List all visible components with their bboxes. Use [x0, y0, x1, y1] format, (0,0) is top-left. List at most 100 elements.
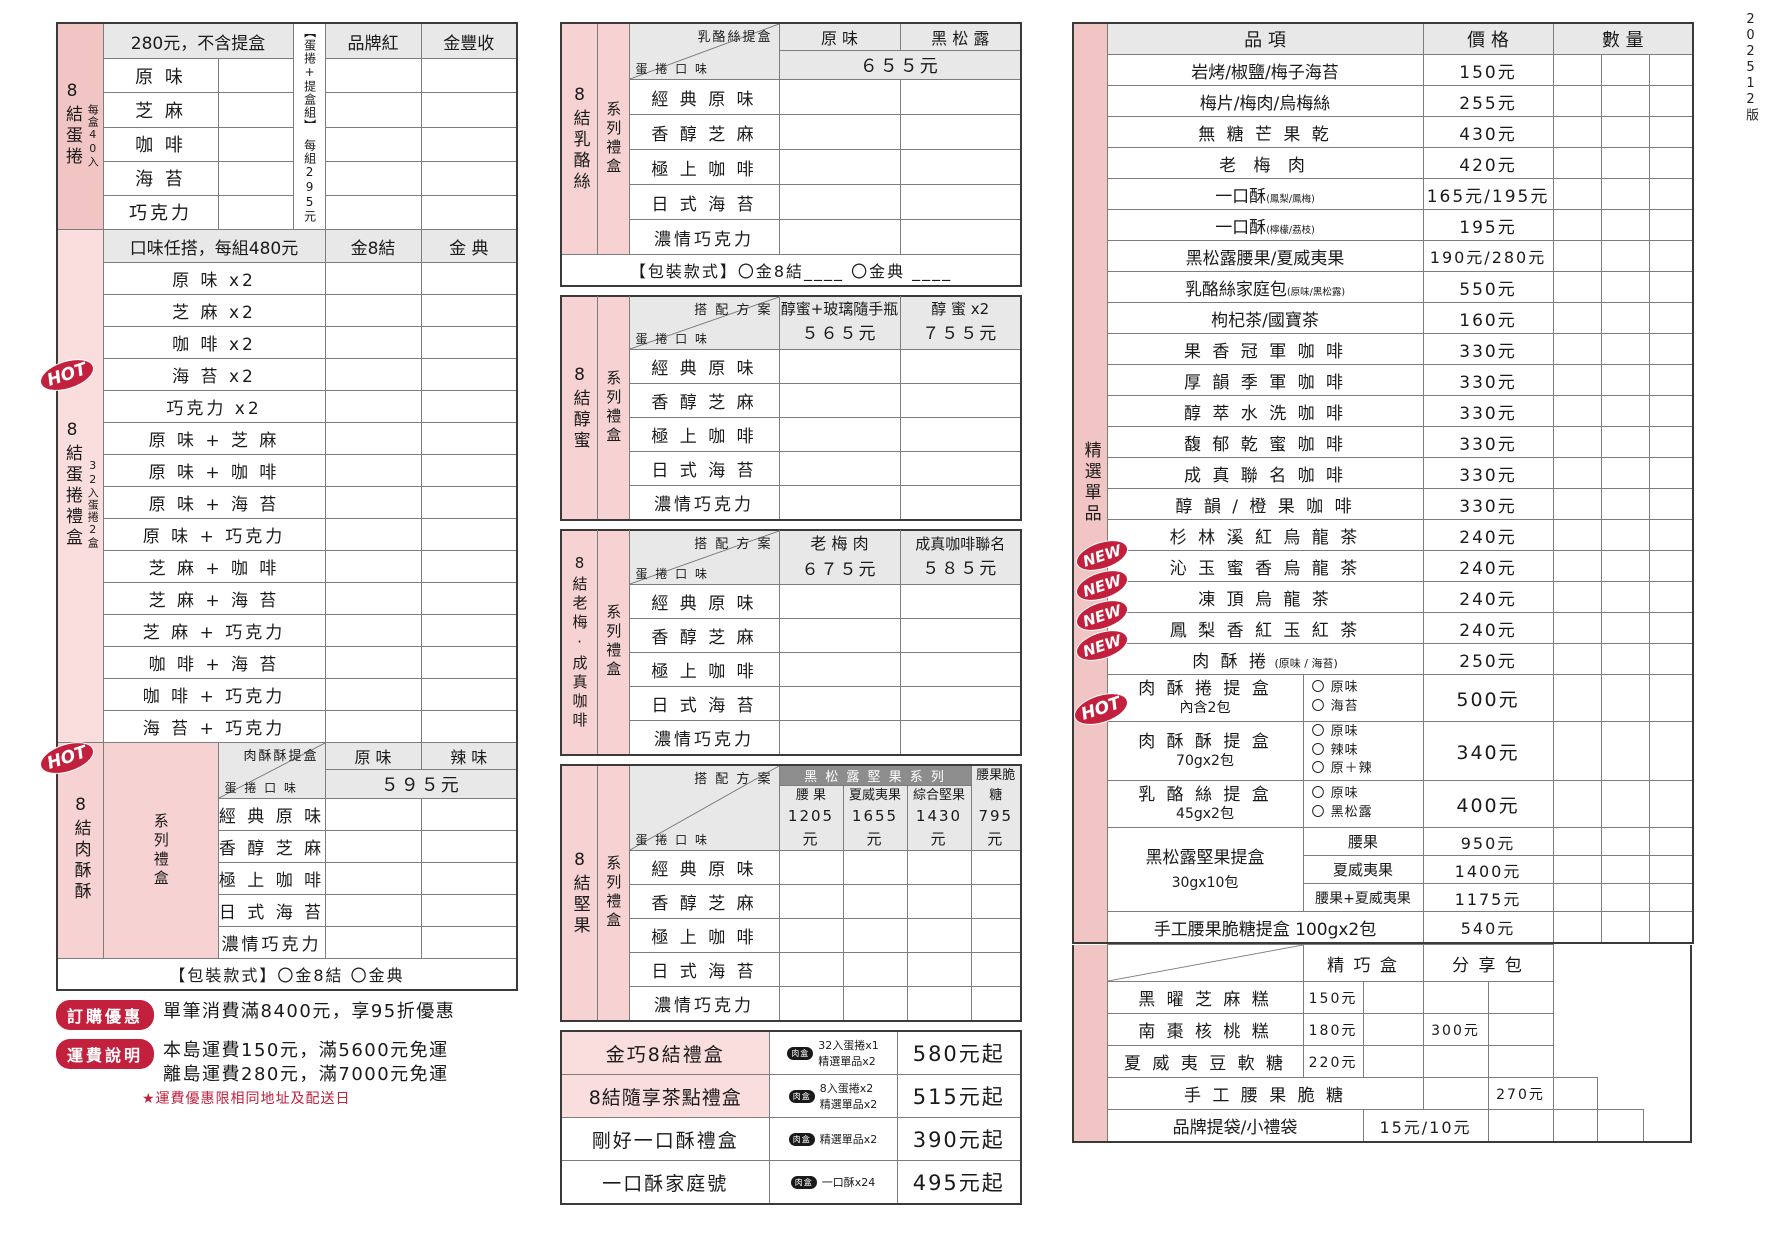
qty-cell[interactable]: [899, 651, 1022, 687]
qty-cell[interactable]: [899, 485, 1022, 521]
qty-cell[interactable]: [778, 685, 901, 721]
qty-cell[interactable]: [1648, 674, 1694, 722]
qty-cell[interactable]: [1487, 1045, 1554, 1078]
qty-cell[interactable]: [324, 390, 422, 423]
option-choices[interactable]: 〇 原味 〇 辣味 〇 原＋辣: [1302, 721, 1424, 781]
qty-cell[interactable]: [324, 894, 422, 927]
qty-cell[interactable]: [1648, 488, 1694, 520]
qty-cell[interactable]: [906, 952, 972, 988]
qty-cell[interactable]: [324, 486, 422, 519]
qty-cell[interactable]: [906, 986, 972, 1022]
qty-cell[interactable]: [778, 79, 901, 115]
qty-cell[interactable]: [1362, 981, 1424, 1014]
qty-cell[interactable]: [1600, 827, 1650, 856]
qty-cell[interactable]: [1552, 333, 1602, 365]
qty-cell[interactable]: [1552, 581, 1602, 613]
qty-cell[interactable]: [1648, 426, 1694, 458]
qty-cell[interactable]: [1648, 643, 1694, 675]
qty-cell[interactable]: [1648, 54, 1694, 86]
qty-cell[interactable]: [420, 798, 518, 831]
qty-cell[interactable]: [420, 710, 518, 743]
qty-cell[interactable]: [778, 617, 901, 653]
qty-cell[interactable]: [1600, 240, 1650, 272]
qty-cell[interactable]: [324, 454, 422, 487]
qty-cell[interactable]: [1552, 271, 1602, 303]
qty-cell[interactable]: [778, 451, 901, 486]
qty-cell[interactable]: [1648, 364, 1694, 396]
qty-cell[interactable]: [1600, 302, 1650, 334]
qty-cell[interactable]: [1648, 612, 1694, 644]
qty-cell[interactable]: [1648, 827, 1694, 856]
qty-cell[interactable]: [899, 114, 1022, 150]
qty-cell[interactable]: [906, 884, 972, 920]
qty-cell[interactable]: [899, 349, 1022, 384]
qty-cell[interactable]: [1362, 1045, 1424, 1078]
qty-cell[interactable]: [420, 294, 518, 327]
qty-cell[interactable]: [324, 422, 422, 455]
qty-cell[interactable]: [1648, 395, 1694, 427]
qty-cell[interactable]: [420, 614, 518, 647]
qty-cell[interactable]: [1600, 364, 1650, 396]
qty-cell[interactable]: [420, 646, 518, 679]
option-choice[interactable]: 〇 原＋辣: [1311, 761, 1373, 777]
qty-cell[interactable]: [899, 383, 1022, 418]
qty-cell[interactable]: [1648, 302, 1694, 334]
qty-cell[interactable]: [1600, 54, 1650, 86]
option-choice[interactable]: 〇 辣味: [1311, 742, 1359, 758]
qty-cell[interactable]: [778, 719, 901, 756]
packaging-note-col1[interactable]: 【包裝款式】〇金8結 〇金典: [56, 958, 518, 991]
qty-cell[interactable]: [1648, 85, 1694, 117]
qty-cell[interactable]: [420, 194, 518, 231]
qty-cell[interactable]: [778, 184, 901, 220]
qty-cell[interactable]: [420, 422, 518, 455]
qty-cell[interactable]: [1552, 395, 1602, 427]
qty-cell[interactable]: [1552, 721, 1602, 781]
qty-cell[interactable]: [324, 194, 422, 231]
qty-cell[interactable]: [1552, 364, 1602, 396]
packaging-note-col2[interactable]: 【包裝款式】〇金8結____ 〇金典 ____: [560, 254, 1022, 287]
qty-cell[interactable]: [1552, 209, 1602, 241]
qty-cell[interactable]: [778, 383, 901, 418]
qty-cell[interactable]: [324, 126, 422, 162]
qty-cell[interactable]: [217, 92, 294, 128]
qty-cell[interactable]: [842, 952, 908, 988]
qty-cell[interactable]: [899, 583, 1022, 619]
qty-cell[interactable]: [1362, 1013, 1424, 1046]
qty-cell[interactable]: [1552, 240, 1602, 272]
qty-cell[interactable]: [970, 850, 1022, 886]
qty-cell[interactable]: [1422, 1077, 1489, 1110]
qty-cell[interactable]: [420, 862, 518, 895]
qty-cell[interactable]: [778, 850, 844, 886]
qty-cell[interactable]: [899, 451, 1022, 486]
qty-cell[interactable]: [842, 850, 908, 886]
qty-cell[interactable]: [420, 582, 518, 615]
qty-cell[interactable]: [778, 219, 901, 255]
option-choice[interactable]: 〇 原味: [1311, 723, 1359, 739]
qty-cell[interactable]: [970, 986, 1022, 1022]
qty-cell[interactable]: [1600, 395, 1650, 427]
qty-cell[interactable]: [324, 262, 422, 295]
qty-cell[interactable]: [778, 651, 901, 687]
qty-cell[interactable]: [1648, 240, 1694, 272]
qty-cell[interactable]: [1648, 883, 1694, 912]
qty-cell[interactable]: [778, 417, 901, 452]
qty-cell[interactable]: [1596, 1109, 1644, 1143]
qty-cell[interactable]: [324, 830, 422, 863]
qty-cell[interactable]: [324, 92, 422, 128]
qty-cell[interactable]: [1600, 780, 1650, 828]
qty-cell[interactable]: [1600, 116, 1650, 148]
qty-cell[interactable]: [1600, 178, 1650, 210]
qty-cell[interactable]: [324, 798, 422, 831]
qty-cell[interactable]: [778, 583, 901, 619]
qty-cell[interactable]: [324, 58, 422, 94]
qty-cell[interactable]: [1648, 721, 1694, 781]
option-choice[interactable]: 〇 原味: [1311, 786, 1359, 802]
qty-cell[interactable]: [906, 918, 972, 954]
qty-cell[interactable]: [324, 358, 422, 391]
qty-cell[interactable]: [778, 114, 901, 150]
option-choice[interactable]: 〇 原味: [1311, 680, 1359, 696]
qty-cell[interactable]: [420, 262, 518, 295]
qty-cell[interactable]: [1600, 721, 1650, 781]
option-choices[interactable]: 〇 原味 〇 黑松露: [1302, 780, 1424, 828]
qty-cell[interactable]: [899, 219, 1022, 255]
